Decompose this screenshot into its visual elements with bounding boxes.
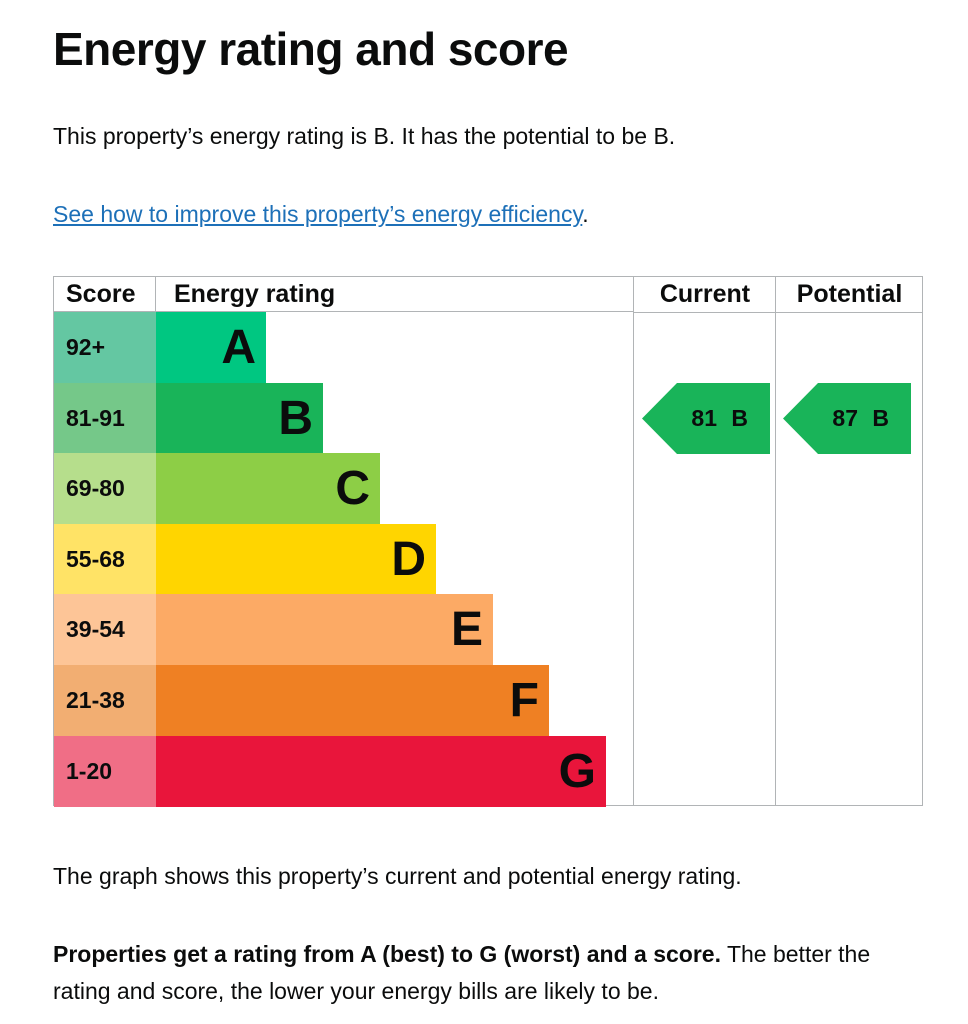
score-band-B: 81-91	[54, 382, 156, 454]
rating-bar-F: F	[156, 665, 549, 736]
rating-bar-E: E	[156, 594, 493, 666]
potential-header: Potential	[776, 277, 923, 313]
link-suffix: .	[582, 201, 589, 227]
divider	[775, 277, 776, 805]
rating-bar-A: A	[156, 312, 266, 383]
rating-note-rest: The better the rating and score, the low…	[53, 941, 871, 1004]
rating-note-bold: Properties get a rating from A (best) to…	[53, 941, 721, 967]
energy-rating-chart: Score Energy rating Current Potential 92…	[53, 276, 923, 807]
improve-link[interactable]: See how to improve this property’s energ…	[53, 201, 583, 227]
score-band-E: 39-54	[54, 594, 156, 666]
score-band-F: 21-38	[54, 665, 156, 736]
current-rating-label: 81 B	[691, 404, 748, 431]
caption: The graph shows this property’s current …	[53, 863, 742, 889]
rating-bar-C: C	[156, 453, 380, 525]
arrow-shape	[642, 382, 770, 454]
rating-bar-D: D	[156, 523, 436, 595]
page-title: Energy rating and score	[53, 23, 569, 75]
potential-rating-arrow: 87 B	[783, 382, 911, 454]
score-header: Score	[54, 277, 156, 312]
score-band-C: 69-80	[54, 453, 156, 525]
potential-rating-label: 87 B	[832, 404, 889, 431]
rating-bar-G: G	[156, 735, 606, 807]
score-band-G: 1-20	[54, 735, 156, 807]
improve-paragraph: See how to improve this property’s energ…	[53, 196, 589, 233]
rating-bar-B: B	[156, 382, 323, 454]
current-rating-arrow: 81 B	[642, 382, 770, 454]
rating-note: Properties get a rating from A (best) to…	[53, 936, 923, 1010]
score-band-A: 92+	[54, 312, 156, 383]
divider	[633, 277, 634, 805]
score-band-D: 55-68	[54, 523, 156, 595]
divider	[155, 277, 156, 312]
arrow-shape	[783, 382, 911, 454]
rating-header: Energy rating	[156, 277, 634, 312]
intro-text: This property’s energy rating is B. It h…	[53, 123, 676, 149]
current-header: Current	[634, 277, 776, 313]
